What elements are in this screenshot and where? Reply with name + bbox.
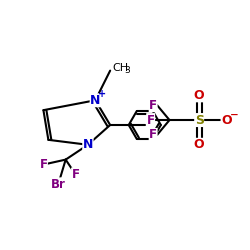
Text: 3: 3 [124, 66, 130, 75]
Text: Br: Br [51, 178, 66, 191]
Text: F: F [40, 158, 48, 171]
Text: S: S [195, 114, 204, 126]
Text: O: O [194, 138, 204, 151]
Text: O: O [221, 114, 232, 126]
Text: F: F [72, 168, 80, 181]
Text: −: − [230, 110, 238, 120]
Text: N: N [83, 138, 93, 151]
Text: F: F [149, 99, 157, 112]
Text: N: N [90, 94, 101, 107]
Text: +: + [98, 89, 106, 99]
Text: F: F [147, 114, 155, 126]
Text: F: F [149, 128, 157, 141]
Text: O: O [194, 89, 204, 102]
Text: CH: CH [113, 63, 129, 73]
